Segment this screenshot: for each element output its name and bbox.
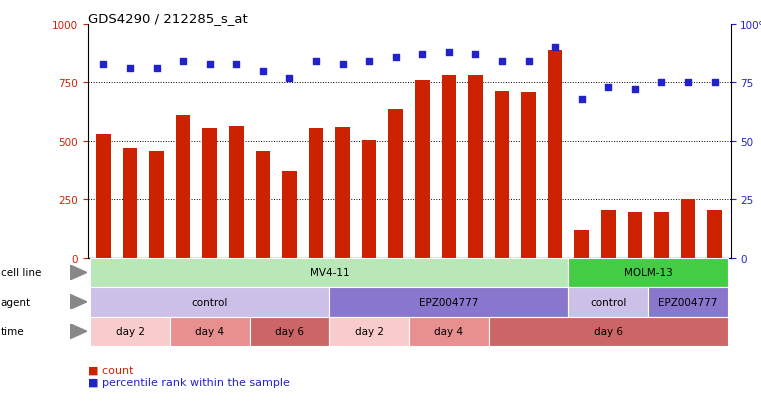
Text: ■ count: ■ count <box>88 365 133 375</box>
Text: day 2: day 2 <box>355 326 384 337</box>
Bar <box>548 50 562 258</box>
Text: day 4: day 4 <box>196 326 224 337</box>
Polygon shape <box>70 324 87 339</box>
Point <box>283 75 295 82</box>
Point <box>151 66 163 72</box>
Bar <box>176 116 190 258</box>
Text: control: control <box>192 297 228 307</box>
Text: agent: agent <box>1 297 31 307</box>
Point <box>602 85 614 91</box>
Bar <box>336 128 350 258</box>
Text: GDS4290 / 212285_s_at: GDS4290 / 212285_s_at <box>88 12 247 25</box>
Point <box>256 68 269 75</box>
Bar <box>521 93 536 258</box>
Bar <box>681 200 696 258</box>
Bar <box>707 210 722 258</box>
Point <box>124 66 136 72</box>
Point <box>177 59 189 65</box>
Text: MV4-11: MV4-11 <box>310 268 349 278</box>
Text: time: time <box>1 326 24 337</box>
Point <box>204 61 216 68</box>
Bar <box>149 152 164 258</box>
Bar <box>601 210 616 258</box>
Point <box>655 80 667 86</box>
Point <box>629 87 641 93</box>
Text: EPZ004777: EPZ004777 <box>658 297 718 307</box>
Text: day 6: day 6 <box>594 326 622 337</box>
Point <box>390 54 402 61</box>
Text: MOLM-13: MOLM-13 <box>624 268 673 278</box>
Bar <box>415 81 430 258</box>
Bar <box>468 76 482 258</box>
Bar <box>441 76 456 258</box>
Bar <box>202 128 217 258</box>
Point <box>97 61 110 68</box>
Bar <box>362 140 377 258</box>
Text: control: control <box>590 297 626 307</box>
Point <box>549 45 562 52</box>
Bar <box>282 172 297 258</box>
Point <box>575 96 587 103</box>
Text: day 4: day 4 <box>435 326 463 337</box>
Bar <box>309 128 323 258</box>
Point <box>336 61 349 68</box>
Text: day 6: day 6 <box>275 326 304 337</box>
Point <box>470 52 482 58</box>
Point <box>523 59 535 65</box>
Point <box>231 61 243 68</box>
Bar <box>229 126 244 258</box>
Text: EPZ004777: EPZ004777 <box>419 297 479 307</box>
Text: ■ percentile rank within the sample: ■ percentile rank within the sample <box>88 377 289 387</box>
Point <box>443 50 455 56</box>
Text: cell line: cell line <box>1 268 41 278</box>
Polygon shape <box>70 295 87 310</box>
Bar <box>575 230 589 258</box>
Bar <box>495 91 509 258</box>
Bar <box>96 135 111 258</box>
Point <box>310 59 322 65</box>
Point <box>682 80 694 86</box>
Point <box>416 52 428 58</box>
Bar <box>628 213 642 258</box>
Point <box>496 59 508 65</box>
Point <box>363 59 375 65</box>
Bar <box>654 213 669 258</box>
Bar <box>388 110 403 258</box>
Point <box>708 80 721 86</box>
Text: day 2: day 2 <box>116 326 145 337</box>
Bar <box>256 152 270 258</box>
Polygon shape <box>70 266 87 280</box>
Bar <box>123 148 137 258</box>
